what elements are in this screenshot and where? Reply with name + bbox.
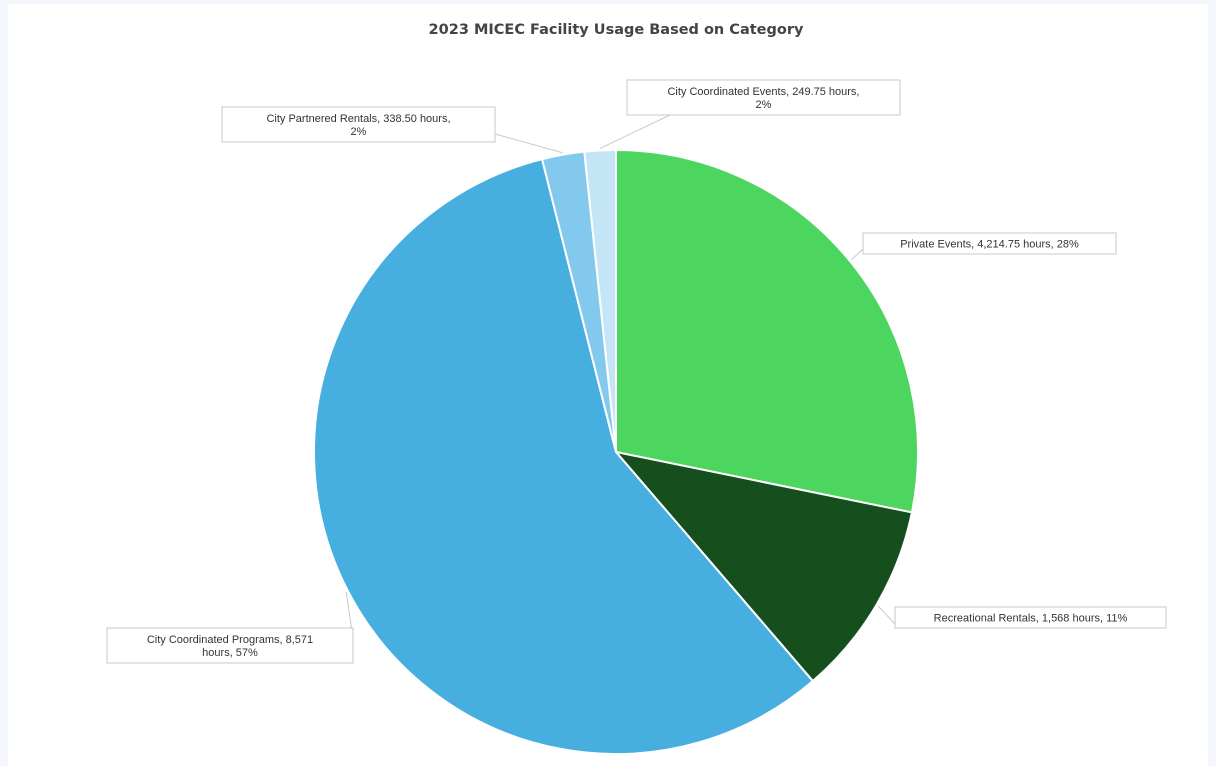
data-label-city-coordinated-events: City Coordinated Events, 249.75 hours,2% [626, 79, 901, 116]
leader-line-recreational-rentals [877, 605, 896, 625]
data-label-text: hours, 57% [202, 647, 258, 659]
pie-slice-private-events[interactable] [615, 148, 919, 514]
data-label-box [894, 606, 1167, 629]
chart-title: 2023 MICEC Facility Usage Based on Categ… [429, 22, 804, 38]
data-label-text: City Coordinated Programs, 8,571 [147, 634, 313, 646]
data-label-box [626, 79, 901, 116]
leader-line-city-partnered-rentals [494, 133, 563, 154]
data-label-text: Private Events, 4,214.75 hours, 28% [900, 239, 1079, 251]
chart-panel: 2023 MICEC Facility Usage Based on Categ… [8, 4, 1208, 766]
data-label-text: 2% [351, 126, 367, 138]
data-label-text: Recreational Rentals, 1,568 hours, 11% [934, 613, 1128, 625]
labels-layer: Private Events, 4,214.75 hours, 28% Recre… [106, 79, 1167, 664]
data-label-box [106, 627, 354, 664]
data-label-box [862, 232, 1117, 255]
pie-slice-city-coordinated-programs[interactable] [313, 157, 815, 755]
pie-slice-recreational-rentals[interactable] [613, 450, 914, 683]
data-label-box [221, 106, 496, 143]
leader-line-city-coordinated-events [599, 114, 671, 149]
pie-slice-city-coordinated-events[interactable] [583, 148, 617, 453]
data-label-text: 2% [756, 99, 772, 111]
data-label-text: City Coordinated Events, 249.75 hours, [667, 86, 859, 98]
data-label-city-partnered-rentals: City Partnered Rentals, 338.50 hours,2% [221, 106, 496, 143]
data-label-text: City Partnered Rentals, 338.50 hours, [266, 113, 450, 125]
data-label-private-events: Private Events, 4,214.75 hours, 28% [862, 232, 1117, 255]
slices-layer [313, 148, 919, 755]
leader-line-private-events [851, 248, 864, 261]
data-label-recreational-rentals: Recreational Rentals, 1,568 hours, 11% [894, 606, 1167, 629]
pie-chart: 2023 MICEC Facility Usage Based on Categ… [106, 22, 1167, 755]
